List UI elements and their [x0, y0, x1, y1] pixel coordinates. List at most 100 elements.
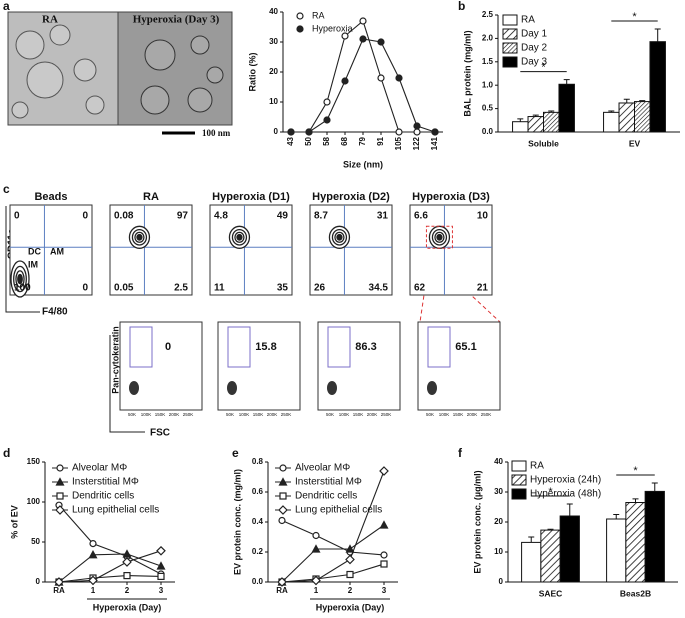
bar: [521, 541, 542, 583]
marker: [380, 551, 388, 559]
error-bar: [654, 28, 661, 42]
bar: [603, 111, 620, 133]
contour: [17, 273, 23, 285]
marker: [311, 575, 321, 586]
quadrant-value: 4.8: [214, 211, 228, 222]
y-tick-label: 0: [36, 577, 41, 586]
y-tick-label: 0.0: [252, 577, 264, 586]
bar: [558, 83, 575, 133]
flow-title: Hyperoxia (D3): [412, 191, 490, 203]
y-tick-label: 0.5: [482, 104, 494, 113]
x-tick-label: 43: [286, 136, 295, 145]
gating-plot: [217, 321, 301, 411]
y-tick-label: 30: [494, 487, 503, 496]
y-tick-label: 30: [269, 37, 278, 46]
gating-x-tick: 100K: [339, 412, 350, 417]
significance-label: *: [541, 61, 546, 73]
line: [58, 550, 162, 583]
legend-label: Hyperoxia: [312, 23, 353, 33]
x-tick-label: 50: [304, 136, 313, 145]
marker: [379, 466, 389, 476]
y-tick-label: 20: [269, 67, 278, 76]
gating-x-tick: 100K: [141, 412, 152, 417]
marker: [359, 17, 367, 25]
significance-label: *: [632, 11, 637, 23]
bar: [559, 515, 580, 583]
flow-title: Beads: [34, 191, 67, 203]
gate-label: IM: [28, 259, 38, 269]
marker: [56, 464, 64, 472]
contour: [136, 233, 143, 241]
x-tick-label: 58: [322, 136, 331, 145]
quadrant-value: 10: [477, 211, 489, 222]
bar: [527, 116, 545, 133]
marker: [377, 38, 385, 46]
legend-label: Hyperoxia (24h): [530, 475, 601, 486]
event-cloud: [427, 381, 437, 395]
line: [58, 504, 162, 575]
y-tick-label: 2.5: [482, 10, 494, 19]
gating-plot: [119, 321, 203, 411]
y-tick-label: 100: [27, 497, 41, 506]
y-axis-label: BAL protein (mg/ml): [462, 30, 472, 116]
marker: [413, 128, 421, 136]
error-bar: [623, 98, 630, 103]
y-axis-label: EV protein conc. (mg/ml): [232, 469, 242, 575]
legend-label: RA: [312, 10, 325, 20]
gating-x-tick: 50K: [226, 412, 234, 417]
legend-label: Day 2: [521, 43, 548, 54]
marker: [341, 77, 349, 85]
contour: [236, 233, 243, 241]
gating-x-tick: 150K: [155, 412, 166, 417]
line: [291, 38, 436, 133]
error-bar: [639, 100, 646, 102]
y-axis-label: Ratio (%): [247, 53, 257, 92]
quadrant-value: 11: [214, 283, 225, 294]
panel-label: a: [3, 0, 10, 13]
x-tick-label: 3: [159, 586, 164, 595]
line: [281, 519, 385, 556]
marker: [88, 550, 98, 559]
panel-label: f: [458, 446, 463, 460]
gate-label: DC: [28, 246, 41, 256]
gating-value: 0: [165, 341, 171, 353]
error-bar: [532, 114, 539, 117]
legend-swatch: [502, 56, 518, 68]
event-cloud: [327, 381, 337, 395]
legend-swatch: [502, 28, 518, 40]
bar: [543, 111, 560, 133]
marker: [278, 516, 286, 525]
gating-x-tick: 50K: [426, 412, 434, 417]
x-tick-label: 1: [91, 586, 96, 595]
flow-title: RA: [143, 191, 159, 203]
marker: [345, 554, 355, 565]
marker: [123, 571, 131, 580]
y-tick-label: 0.2: [252, 547, 264, 556]
quadrant-value: 26: [314, 283, 326, 294]
significance-label: *: [548, 486, 553, 498]
marker: [122, 549, 132, 558]
legend-label: Dendritic cells: [295, 491, 357, 502]
marker: [54, 577, 64, 587]
marker: [156, 545, 166, 556]
flow-plot: [409, 204, 493, 296]
flow-x-label: F4/80: [42, 307, 68, 318]
x-tick-label: 2: [125, 586, 130, 595]
quadrant-value: 0: [82, 211, 88, 222]
gating-x-tick: 250K: [183, 412, 194, 417]
gating-x-tick: 150K: [353, 412, 364, 417]
flow-title: Hyperoxia (D1): [212, 191, 290, 203]
marker: [346, 570, 354, 579]
quadrant-value: 97: [177, 211, 189, 222]
gating-y-label: Pan-cytokeratin: [110, 326, 120, 394]
legend-label: Lung epithelial cells: [72, 505, 159, 516]
quadrant-value: 34.5: [369, 283, 389, 294]
error-bar: [548, 110, 555, 113]
legend-label: RA: [530, 461, 544, 472]
gating-x-tick: 200K: [467, 412, 478, 417]
panel-label: e: [232, 446, 239, 460]
marker: [323, 116, 331, 124]
event-cloud: [227, 381, 237, 395]
legend-swatch: [511, 474, 527, 486]
